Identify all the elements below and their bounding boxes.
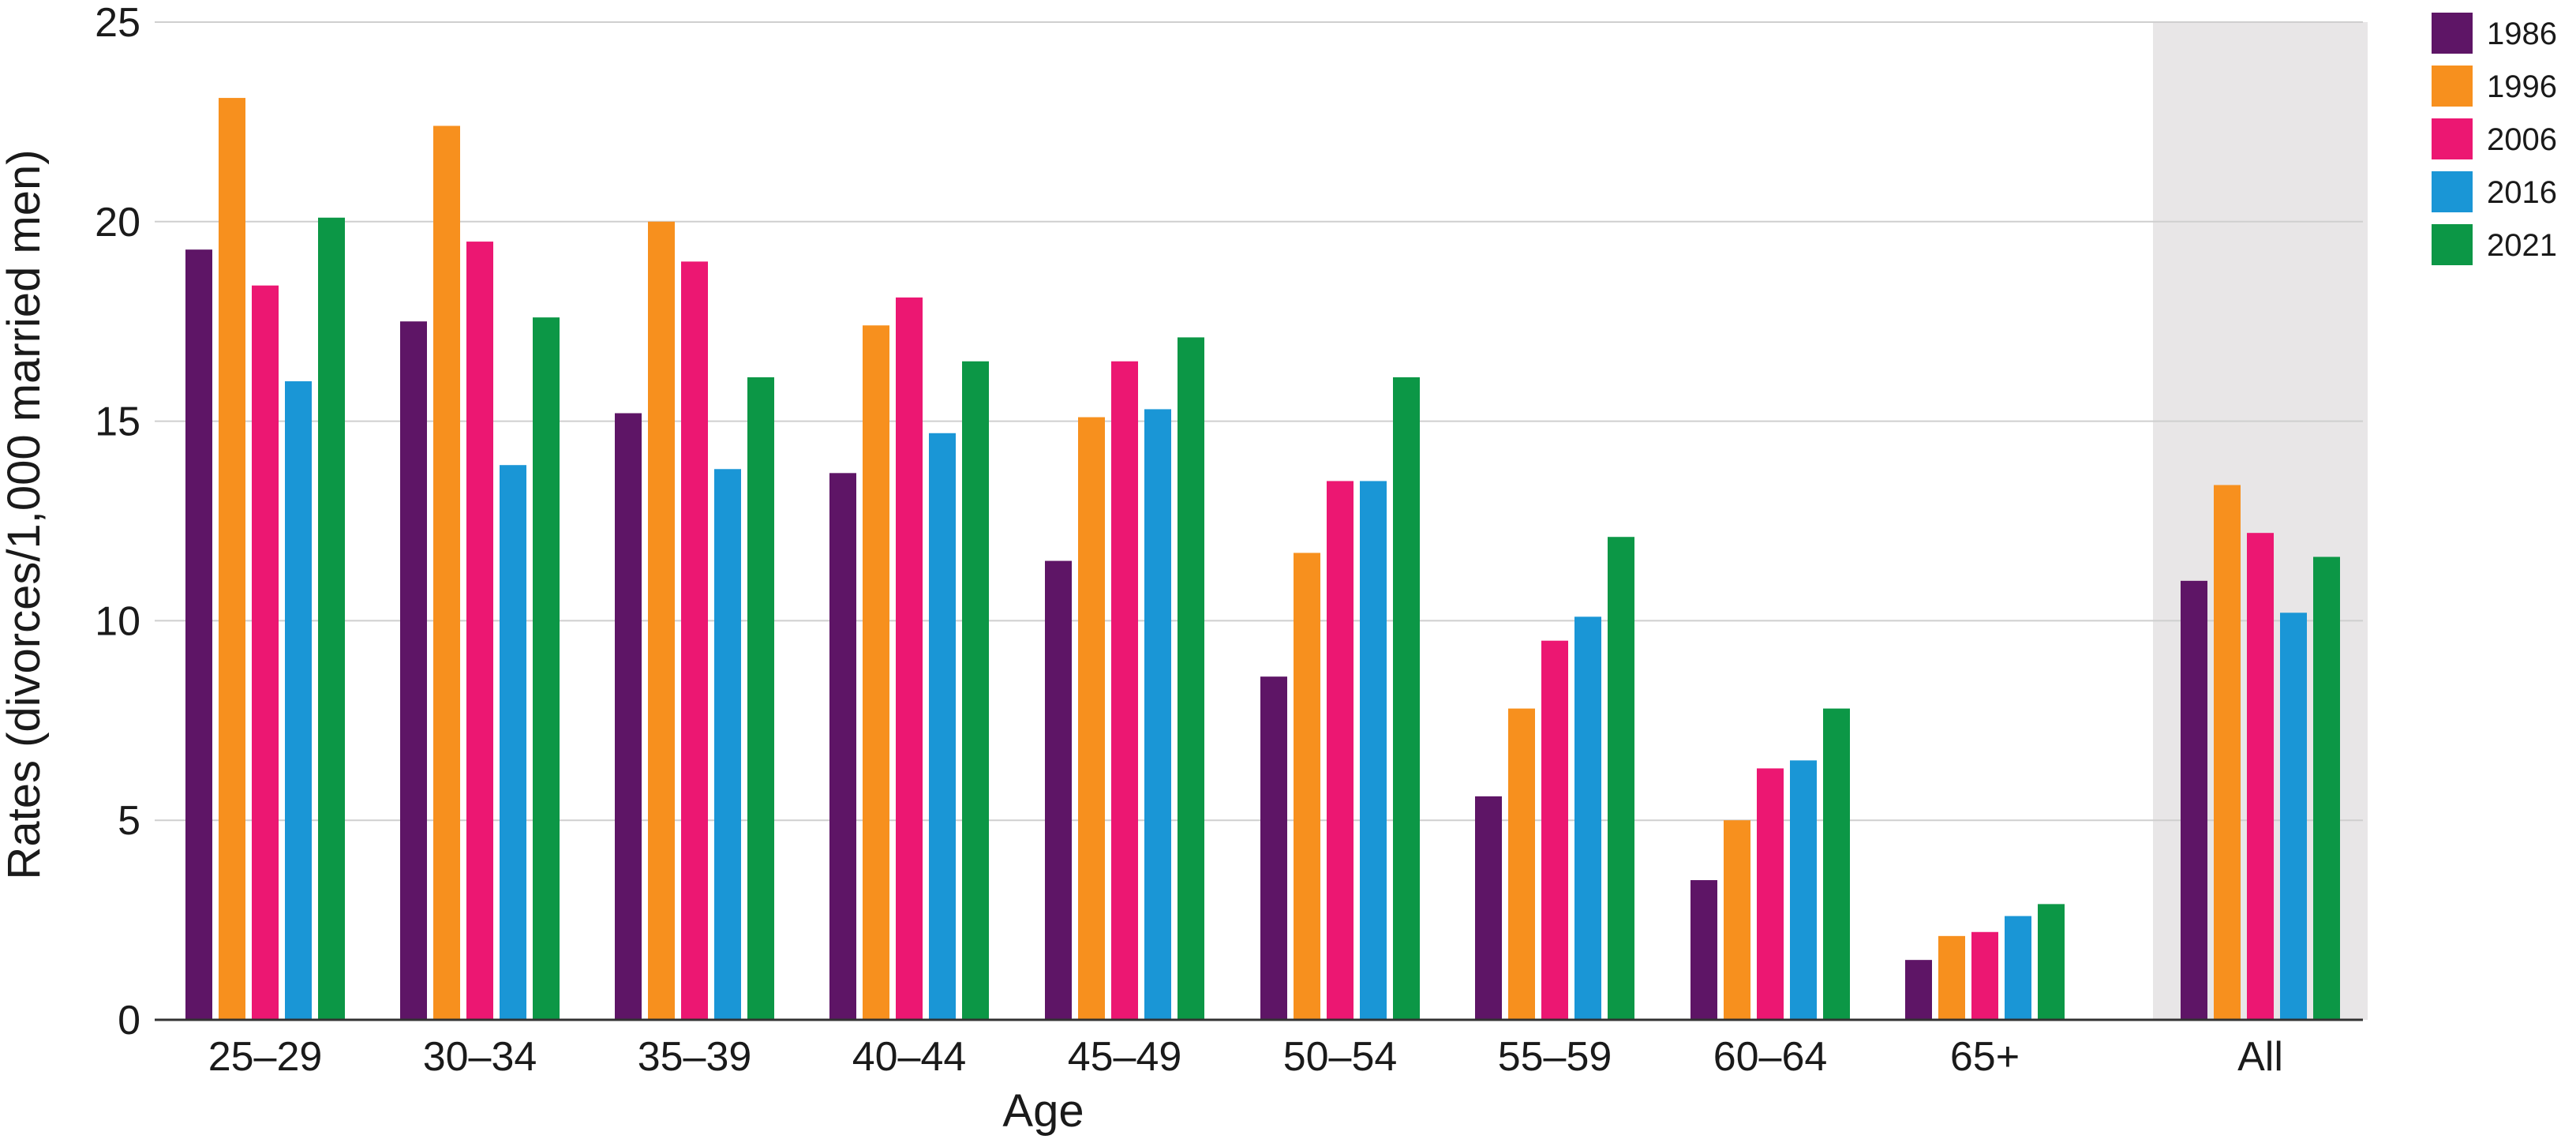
y-tick-label: 5 [118, 798, 140, 844]
y-axis-title: Rates (divorces/1,000 married men) [0, 149, 50, 879]
bar-1996 [648, 221, 675, 1020]
bar-1996 [433, 126, 460, 1020]
x-tick-label: 55–59 [1498, 1034, 1612, 1080]
bar-1986 [1475, 796, 1502, 1020]
bar-2021 [747, 377, 774, 1020]
legend: 1986 1996 2006 2016 2021 [2432, 13, 2557, 265]
bar-1996 [2214, 485, 2241, 1020]
legend-label: 2016 [2487, 175, 2557, 210]
y-tick-label: 20 [95, 200, 140, 245]
legend-swatch-2016 [2432, 171, 2473, 212]
bar-2016 [1144, 409, 1171, 1020]
bar-2021 [1178, 337, 1204, 1020]
legend-label: 1996 [2487, 69, 2557, 104]
bar-2021 [1823, 708, 1850, 1020]
bar-2016 [2005, 916, 2031, 1020]
legend-swatch-2021 [2432, 224, 2473, 265]
x-axis-title: Age [1002, 1085, 1084, 1137]
bar-2016 [929, 433, 956, 1020]
y-tick-label: 15 [95, 399, 140, 445]
y-tick-label: 0 [118, 998, 140, 1043]
x-tick-label: 40–44 [852, 1034, 967, 1080]
x-tick-label: 30–34 [423, 1034, 537, 1080]
bar-2016 [1360, 481, 1387, 1020]
bar-1996 [863, 325, 889, 1021]
bar-2021 [962, 361, 989, 1020]
x-tick-label: 45–49 [1068, 1034, 1182, 1080]
x-tick-label: All [2237, 1034, 2283, 1080]
x-tick-label: 35–39 [638, 1034, 752, 1080]
bar-2006 [2247, 533, 2274, 1020]
x-tick-label: 65+ [1950, 1034, 2020, 1080]
bar-2006 [1541, 640, 1568, 1020]
bar-2021 [1608, 537, 1634, 1020]
bar-2016 [714, 469, 741, 1020]
bar-2021 [2038, 904, 2065, 1020]
legend-swatch-2006 [2432, 118, 2473, 159]
bar-1986 [1905, 960, 1932, 1020]
bar-1986 [1690, 880, 1717, 1020]
bar-1986 [1045, 560, 1072, 1020]
legend-label: 2006 [2487, 122, 2557, 157]
x-tick-label: 50–54 [1283, 1034, 1398, 1080]
bars [185, 98, 2340, 1021]
bar-2016 [1790, 760, 1817, 1020]
bar-2021 [533, 317, 560, 1020]
y-tick-label: 10 [95, 598, 140, 644]
bar-1986 [829, 473, 856, 1020]
bar-1996 [1294, 553, 1320, 1020]
bar-2006 [252, 285, 279, 1020]
bar-1996 [1508, 708, 1535, 1020]
bar-2006 [466, 242, 493, 1021]
bar-1986 [2181, 580, 2207, 1020]
legend-swatch-1986 [2432, 13, 2473, 54]
bar-2006 [681, 261, 708, 1020]
bar-1986 [400, 321, 427, 1020]
bar-2006 [1757, 768, 1784, 1020]
y-tick-label: 25 [95, 0, 140, 46]
x-tick-label: 60–64 [1713, 1034, 1828, 1080]
bar-2021 [2313, 556, 2340, 1020]
legend-swatch-1996 [2432, 66, 2473, 107]
bar-2016 [2280, 613, 2307, 1020]
bar-1996 [219, 98, 245, 1021]
bar-1986 [1260, 676, 1287, 1020]
legend-label: 1986 [2487, 17, 2557, 51]
bar-1996 [1724, 820, 1750, 1020]
x-tick-label: 25–29 [208, 1034, 323, 1080]
bar-2016 [1574, 616, 1601, 1020]
bar-2006 [1111, 361, 1138, 1020]
bar-2021 [1393, 377, 1420, 1020]
bar-2006 [1327, 481, 1354, 1020]
bar-1996 [1938, 935, 1965, 1020]
bar-1986 [615, 413, 642, 1020]
bar-2016 [285, 381, 312, 1020]
bar-2006 [896, 297, 923, 1020]
bar-2021 [318, 217, 345, 1020]
bar-1996 [1078, 417, 1105, 1020]
tick-labels: 0 5 10 15 20 25 25–29 30–34 35–39 40–44 45–49 50–54… [95, 0, 2283, 1080]
bar-2016 [500, 465, 526, 1020]
bar-1986 [185, 249, 212, 1020]
legend-label: 2021 [2487, 228, 2557, 263]
bar-2006 [1971, 931, 1998, 1020]
